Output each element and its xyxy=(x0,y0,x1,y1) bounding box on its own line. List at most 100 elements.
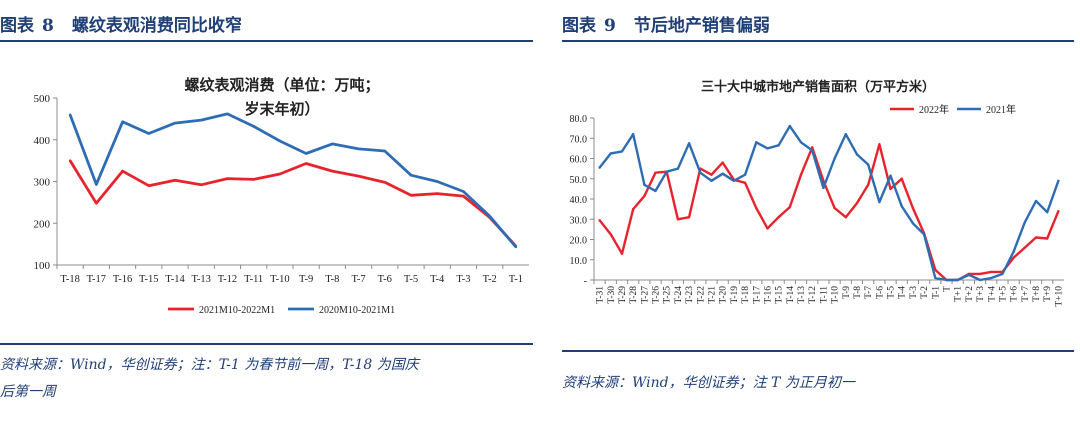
x-tick-label: T-3 xyxy=(909,286,919,299)
x-tick-label: T+6 xyxy=(1010,286,1020,302)
y-tick-label: 70.0 xyxy=(570,134,588,145)
series-2-point xyxy=(620,150,624,153)
series-1-point xyxy=(788,205,792,209)
series-2-point xyxy=(699,171,702,174)
series-2-point xyxy=(1034,199,1038,203)
series-2-point xyxy=(911,222,915,225)
x-tick-label: T-21 xyxy=(708,286,718,304)
x-tick-label: T-31 xyxy=(596,286,606,304)
x-tick-label: T-27 xyxy=(640,286,650,304)
left-source-rule xyxy=(0,343,533,345)
series-1-point xyxy=(462,194,465,198)
series-1-point xyxy=(654,171,657,174)
series-2-point xyxy=(721,172,724,175)
series-2-point xyxy=(598,166,601,169)
x-tick-label: T-25 xyxy=(663,286,673,304)
y-tick-label: 60.0 xyxy=(570,155,588,166)
series-2-point xyxy=(687,142,691,145)
left-title-rule xyxy=(0,40,533,42)
series-1-point xyxy=(978,272,982,276)
series-1-point xyxy=(147,184,150,187)
y-tick-label: 50.0 xyxy=(570,175,588,186)
series-1-point xyxy=(755,206,758,210)
x-tick-label: T-28 xyxy=(629,286,639,304)
series-2-point xyxy=(900,204,903,208)
series-1-point xyxy=(383,181,386,184)
series-1-point xyxy=(68,159,72,162)
series-2-point xyxy=(833,157,836,160)
series-2-point xyxy=(1001,272,1004,276)
right-figure-heading: 节后地产销售偏弱 xyxy=(633,16,770,36)
right-title-rule xyxy=(562,40,1074,42)
series-1-point xyxy=(811,146,814,149)
series-1-point xyxy=(687,216,691,219)
series-1-point xyxy=(631,207,635,211)
left-figure-heading: 螺纹表观消费同比收窄 xyxy=(71,16,242,36)
x-tick-label: T-9 xyxy=(299,274,313,285)
series-2-point xyxy=(766,147,769,150)
x-tick-label: T-23 xyxy=(685,286,695,304)
right-source-rule xyxy=(562,350,1074,352)
series-2-point xyxy=(878,200,881,204)
series-2-point xyxy=(68,113,72,116)
series-2-point xyxy=(743,173,747,176)
series-2-point xyxy=(732,179,736,182)
y-tick-label: 400 xyxy=(34,135,51,147)
series-1-point xyxy=(278,172,282,176)
series-line-1 xyxy=(68,159,517,248)
x-tick-label: T-4 xyxy=(898,286,908,299)
x-tick-label: T-15 xyxy=(775,286,785,304)
x-tick-label: T-2 xyxy=(920,286,930,299)
x-tick-label: T xyxy=(943,286,953,292)
series-2-point xyxy=(822,186,825,190)
x-tick-label: T-30 xyxy=(607,286,617,304)
series-2-point xyxy=(95,183,98,186)
series-1-point xyxy=(620,252,624,255)
y-tick-label: 10.0 xyxy=(570,256,588,267)
x-tick-label: T+2 xyxy=(965,286,975,302)
series-2-point xyxy=(978,278,982,282)
x-tick-label: T-17 xyxy=(752,286,762,304)
x-tick-label: T-29 xyxy=(618,286,628,304)
x-tick-label: T-1 xyxy=(509,274,523,285)
series-1-point xyxy=(598,219,601,222)
series-2-point xyxy=(409,174,413,177)
x-tick-label: T+4 xyxy=(987,286,997,302)
x-tick-label: T-2 xyxy=(483,274,497,285)
x-tick-label: T-16 xyxy=(113,274,132,285)
series-1-point xyxy=(799,173,803,176)
series-1-point xyxy=(833,206,836,210)
y-tick-label: 200 xyxy=(34,218,51,230)
series-2-point xyxy=(609,152,612,155)
y-tick-label: 40.0 xyxy=(570,195,588,206)
left-figure-title: 图表 8 螺纹表观消费同比收窄 xyxy=(0,11,242,36)
x-tick-label: T-19 xyxy=(730,286,740,304)
series-2-point xyxy=(121,120,124,123)
x-tick-label: T-12 xyxy=(808,286,818,304)
series-line-2 xyxy=(68,112,517,248)
series-1-point xyxy=(710,173,713,176)
series-1-point xyxy=(226,177,229,180)
series-1-point xyxy=(1012,256,1015,259)
series-2-point xyxy=(173,121,177,125)
x-tick-label: T-14 xyxy=(786,286,796,304)
series-2-point xyxy=(278,139,282,143)
x-tick-label: T-7 xyxy=(864,286,874,299)
series-1-point xyxy=(1057,209,1060,213)
series-1-point xyxy=(357,174,360,178)
x-tick-label: T-20 xyxy=(719,286,729,304)
legend-label-1: 2021M10-2022M1 xyxy=(199,305,275,316)
x-tick-label: T-6 xyxy=(875,286,885,299)
x-tick-label: T-1 xyxy=(931,286,941,299)
x-tick-label: T-14 xyxy=(165,274,185,285)
x-tick-label: T-26 xyxy=(652,286,662,304)
x-tick-label: T+8 xyxy=(1032,286,1042,302)
series-1-point xyxy=(900,177,903,180)
series-2-point xyxy=(1012,250,1015,253)
series-1-point xyxy=(95,202,98,205)
series-2-point xyxy=(945,278,948,282)
series-1-point xyxy=(844,216,847,219)
series-2-point xyxy=(934,276,937,280)
series-1-point xyxy=(911,206,915,210)
x-tick-label: T-15 xyxy=(139,274,158,285)
